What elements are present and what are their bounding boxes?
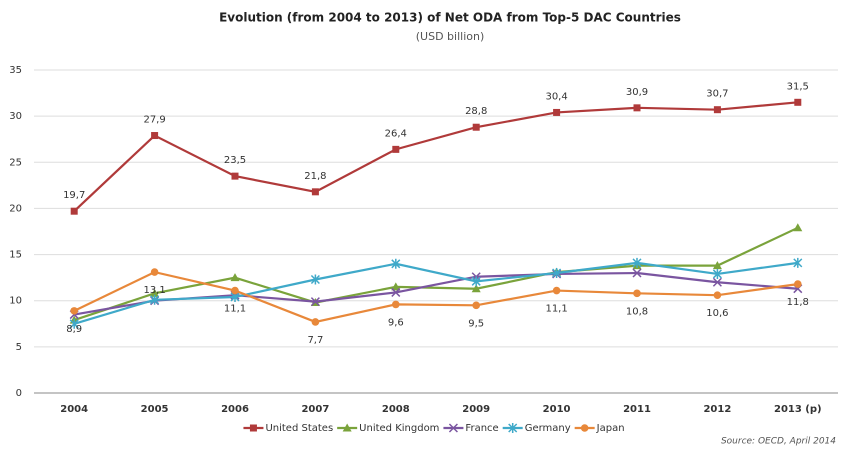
y-tick-label: 30 [9,111,22,122]
data-label: 30,7 [706,89,728,100]
data-label: 8,9 [66,324,82,335]
data-label: 11,8 [787,297,809,308]
x-tick-label: 2008 [382,404,410,415]
marker [70,207,78,215]
marker [249,424,257,432]
x-tick-label: 2013 (p) [774,404,822,415]
marker [472,301,481,310]
marker [633,104,641,112]
y-tick-label: 35 [9,65,22,76]
marker [230,273,240,282]
data-label: 27,9 [143,115,165,126]
marker [150,294,160,305]
marker [392,145,400,153]
source-note: Source: OECD, April 2014 [721,437,836,447]
data-label: 11,1 [545,304,567,315]
marker [713,291,722,299]
data-label: 10,6 [706,308,728,319]
x-tick-label: 2010 [543,404,571,415]
legend-label: Germany [525,423,571,434]
marker [391,282,401,291]
marker [69,318,79,329]
legend-label: Japan [596,423,625,434]
marker [632,268,642,278]
marker [794,98,802,106]
data-label: 13,1 [143,285,165,296]
marker [150,268,159,276]
marker [553,108,561,116]
data-label: 10,8 [626,306,648,317]
marker [311,318,320,326]
marker [150,288,160,297]
chart-title: Evolution (from 2004 to 2013) of Net ODA… [219,11,681,25]
data-label: 19,7 [63,190,85,201]
marker [712,277,722,287]
data-label: 26,4 [385,128,407,139]
marker [231,286,239,295]
data-label: 28,8 [465,106,487,117]
x-tick-label: 2007 [301,404,329,415]
y-tick-label: 25 [9,157,22,168]
y-tick-label: 10 [9,296,22,307]
x-tick-label: 2005 [141,404,169,415]
y-tick-label: 0 [16,388,22,399]
data-label: 21,8 [304,171,326,182]
marker [471,284,481,293]
marker [151,132,159,140]
y-tick-label: 15 [9,250,22,261]
series-line [73,261,798,325]
data-label: 9,5 [468,318,484,329]
marker [793,223,803,232]
marker [713,106,721,114]
marker [633,289,641,298]
x-tick-label: 2004 [60,404,88,415]
series-line [73,270,798,324]
marker [471,276,481,287]
marker [342,423,352,432]
x-tick-label: 2009 [462,404,490,415]
marker [794,280,802,288]
marker [552,286,561,295]
marker [552,268,562,279]
marker [712,261,722,270]
marker [448,423,458,433]
x-tick-label: 2011 [623,404,651,415]
marker [311,188,319,196]
data-label: 9,6 [388,317,404,328]
x-tick-label: 2012 [703,404,731,415]
marker [472,123,480,131]
legend-label: United States [265,423,333,434]
marker [632,257,642,268]
marker [231,172,239,180]
data-label: 31,5 [787,81,809,92]
marker [712,268,722,279]
marker [310,297,320,307]
series-line [73,226,799,322]
data-label: 23,5 [224,155,246,166]
y-tick-label: 5 [16,342,22,353]
data-label: 30,4 [545,91,567,102]
marker [391,287,401,297]
x-tick-label: 2006 [221,404,249,415]
marker [508,423,518,433]
data-label: 11,1 [224,304,246,315]
y-tick-label: 20 [9,203,22,214]
series-line [73,101,798,212]
marker [310,274,320,285]
data-label: 7,7 [307,335,323,346]
legend-label: France [465,423,498,434]
data-label: 30,9 [626,87,648,98]
marker [580,424,589,432]
legend: United States United Kingdom France Germany… [243,423,625,434]
chart-subtitle: (USD billion) [416,30,485,43]
marker [793,257,803,268]
marker [392,300,400,309]
marker [70,307,78,315]
marker [391,258,401,269]
legend-label: United Kingdom [359,423,439,434]
